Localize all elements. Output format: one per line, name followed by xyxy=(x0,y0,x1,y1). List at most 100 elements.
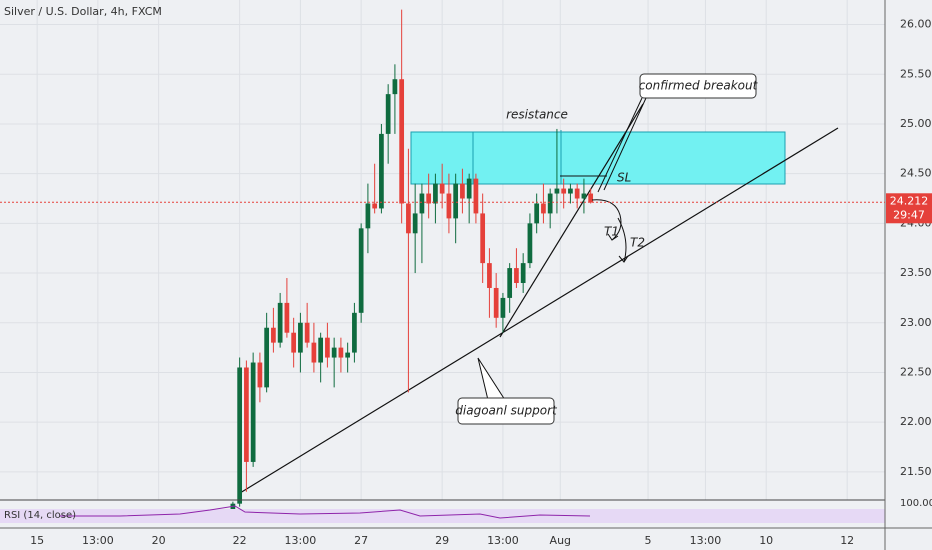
candle-body xyxy=(527,223,533,264)
candle-body xyxy=(230,503,236,512)
x-tick-label: 10 xyxy=(759,534,773,547)
y-tick-label: 26.000 xyxy=(900,18,932,31)
candle-body xyxy=(345,352,351,358)
candle-body xyxy=(250,362,256,462)
candle-body xyxy=(534,203,540,224)
candle-body xyxy=(392,79,398,95)
x-tick-label: 13:00 xyxy=(82,534,114,547)
candle-body xyxy=(291,332,297,353)
candle-body xyxy=(554,188,560,194)
x-tick-label: 27 xyxy=(354,534,368,547)
rsi-tick: 100.00 xyxy=(900,498,932,509)
candle-body xyxy=(264,327,270,388)
x-tick-label: 5 xyxy=(645,534,652,547)
candle-body xyxy=(412,213,418,234)
breakout-pointer xyxy=(597,97,643,193)
candle-body xyxy=(574,188,580,199)
candle-body xyxy=(493,287,499,318)
candle-body xyxy=(385,94,391,134)
candle-body xyxy=(487,263,492,288)
candle-body xyxy=(379,133,384,209)
candle-body xyxy=(257,362,263,388)
candle-body xyxy=(271,327,276,343)
candle-body xyxy=(237,367,243,504)
candle-body xyxy=(520,263,526,284)
annotation: SL xyxy=(617,171,631,185)
steep-trendline xyxy=(499,103,644,338)
annotation: diagoanl support xyxy=(455,404,558,418)
candle-body xyxy=(352,312,357,353)
x-tick-label: 13:00 xyxy=(690,534,722,547)
candle-body xyxy=(372,203,378,209)
candle-body xyxy=(446,193,452,219)
x-tick-label: 12 xyxy=(840,534,854,547)
annotation: T2 xyxy=(630,236,645,250)
candle-body xyxy=(466,178,472,199)
x-tick-label: 13:00 xyxy=(487,534,519,547)
candle-body xyxy=(460,183,465,199)
annotation: T1 xyxy=(604,225,619,239)
candle-body xyxy=(311,342,317,363)
candle-body xyxy=(473,178,479,214)
y-tick-label: 25.500 xyxy=(900,67,932,80)
x-tick-label: 22 xyxy=(233,534,247,547)
y-tick-label: 23.000 xyxy=(900,316,932,329)
rsi-label: RSI (14, close) xyxy=(4,510,76,521)
candle-body xyxy=(500,297,506,318)
candle-body xyxy=(453,183,459,219)
diagonal-support-line xyxy=(239,127,839,494)
y-tick-label: 22.500 xyxy=(900,365,932,378)
candle-body xyxy=(331,347,337,358)
countdown-label: 29:47 xyxy=(893,208,925,221)
last-price-badge xyxy=(886,193,932,224)
candle-body xyxy=(399,79,405,204)
t2-arrow xyxy=(617,217,629,263)
annotation: resistance xyxy=(506,108,568,122)
candle-body xyxy=(480,213,486,264)
candle-body xyxy=(426,193,432,204)
candle-body xyxy=(588,193,594,203)
candle-body xyxy=(433,183,438,204)
y-tick-label: 21.500 xyxy=(900,465,932,478)
y-tick-label: 22.000 xyxy=(900,415,932,428)
rsi-line xyxy=(60,505,591,519)
axis: 21.50022.00022.50023.00023.50024.00024.5… xyxy=(0,18,932,547)
x-tick-label: 15 xyxy=(30,534,44,547)
x-tick-label: 29 xyxy=(435,534,449,547)
rsi-band xyxy=(0,509,885,523)
candle-body xyxy=(325,337,330,358)
annotation: confirmed breakout xyxy=(639,79,759,93)
candle-body xyxy=(338,347,344,358)
candle-body xyxy=(298,322,303,353)
candle-body xyxy=(507,268,513,298)
candle-body xyxy=(439,183,445,194)
candle-body xyxy=(419,193,425,214)
candle-body xyxy=(581,193,587,199)
callout-box xyxy=(639,73,757,99)
y-tick-label: 25.000 xyxy=(900,117,932,130)
candle-body xyxy=(277,302,283,343)
candle-body xyxy=(365,203,371,229)
candle-body xyxy=(284,302,290,333)
y-tick-label: 24.500 xyxy=(900,167,932,180)
candles xyxy=(230,9,594,517)
x-tick-label: Aug xyxy=(550,534,571,547)
support-pointer xyxy=(477,357,506,401)
chart-title: Silver / U.S. Dollar, 4h, FXCM xyxy=(4,5,162,18)
callout-box xyxy=(457,397,555,425)
y-tick-label: 23.500 xyxy=(900,266,932,279)
candle-body xyxy=(406,203,411,234)
candle-body xyxy=(358,228,364,313)
candle-body xyxy=(304,322,310,343)
candle-body xyxy=(514,268,519,284)
candle-body xyxy=(541,203,546,214)
t1-arrow xyxy=(591,199,622,241)
candle-body xyxy=(547,193,553,214)
candle-body xyxy=(568,188,573,194)
candle-body xyxy=(561,188,567,194)
candle-body xyxy=(244,367,249,462)
x-tick-label: 13:00 xyxy=(285,534,317,547)
last-price-label: 24.212 xyxy=(890,194,929,207)
